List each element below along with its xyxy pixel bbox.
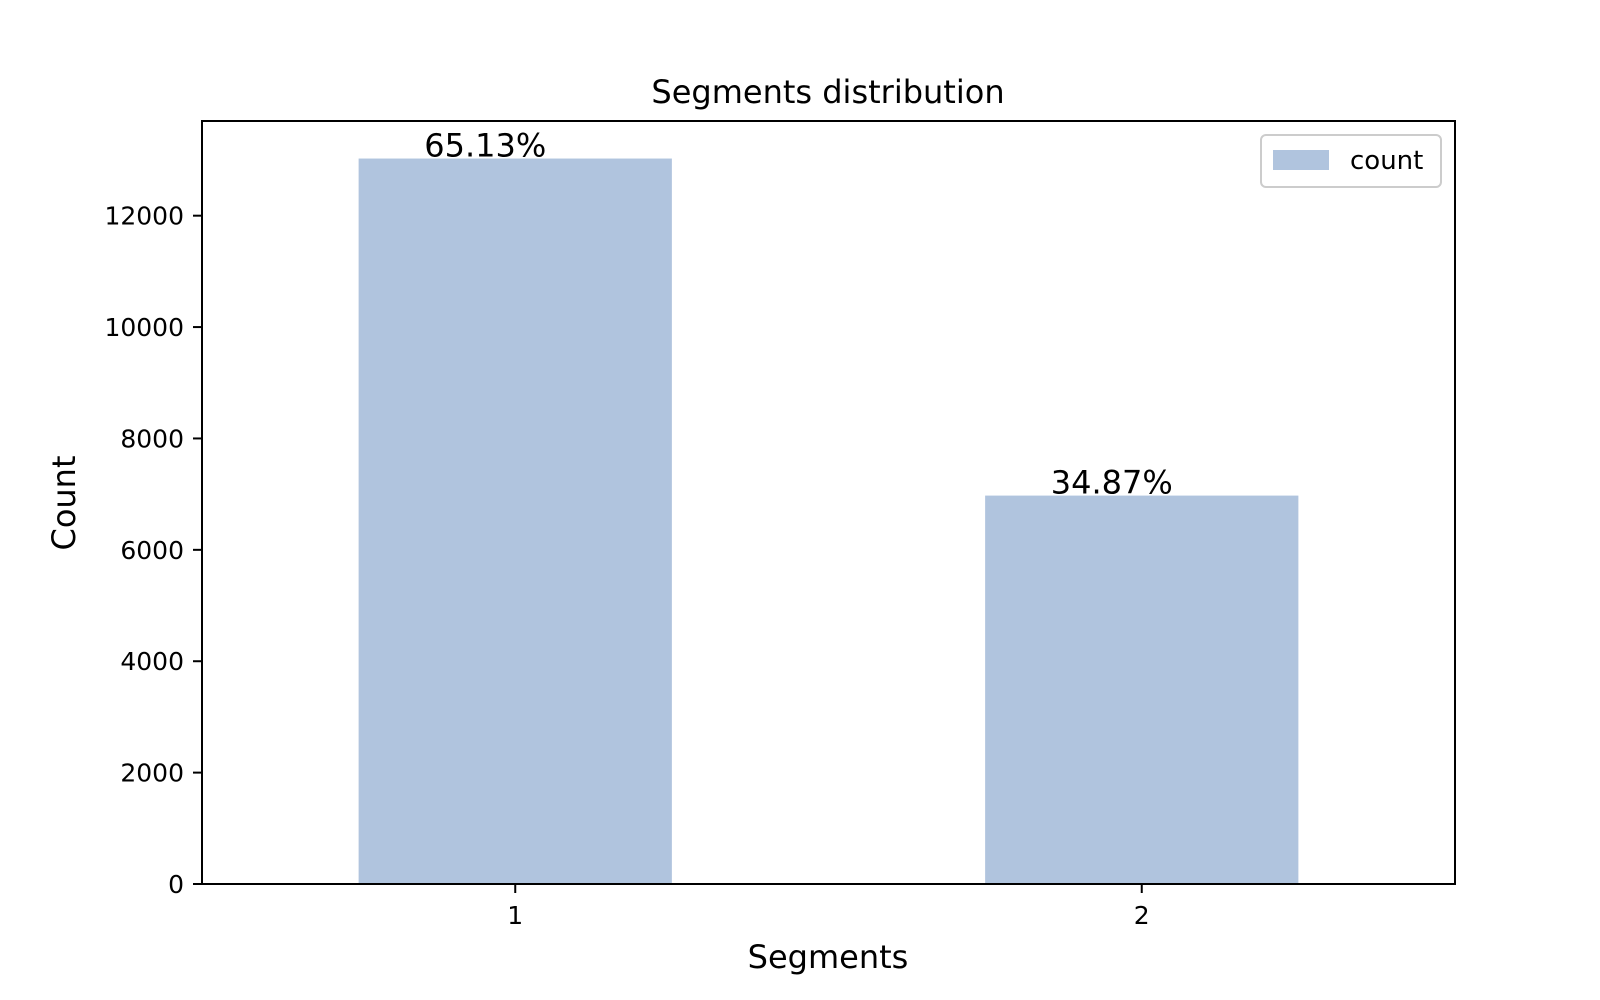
y-tick-label-2000: 2000 xyxy=(120,759,184,788)
x-tick-label-1: 1 xyxy=(507,901,523,930)
y-tick-label-10000: 10000 xyxy=(104,313,184,342)
bars-layer xyxy=(358,158,1299,885)
legend-swatch xyxy=(1273,150,1329,170)
x-axis-label: Segments xyxy=(748,938,909,976)
plot-frame xyxy=(201,120,1456,885)
bar-1 xyxy=(358,158,672,885)
legend: count xyxy=(1260,134,1442,188)
bar-2 xyxy=(985,495,1299,884)
y-tick-label-0: 0 xyxy=(168,870,184,899)
data-labels-layer: 65.13% 34.87% xyxy=(424,127,1173,502)
y-axis-label: Count xyxy=(45,455,83,550)
data-label-1: 65.13% xyxy=(424,127,546,165)
legend-label: count xyxy=(1350,146,1423,176)
y-tick-label-8000: 8000 xyxy=(120,424,184,453)
legend-box xyxy=(1260,134,1442,188)
chart-title: Segments distribution xyxy=(651,73,1004,111)
y-tick-label-6000: 6000 xyxy=(120,536,184,565)
y-tick-label-12000: 12000 xyxy=(104,202,184,231)
data-label-2: 34.87% xyxy=(1051,464,1173,502)
y-tick-label-4000: 4000 xyxy=(120,647,184,676)
y-axis: 0 2000 4000 6000 8000 10000 12000 xyxy=(104,202,202,899)
x-tick-label-2: 2 xyxy=(1134,901,1150,930)
